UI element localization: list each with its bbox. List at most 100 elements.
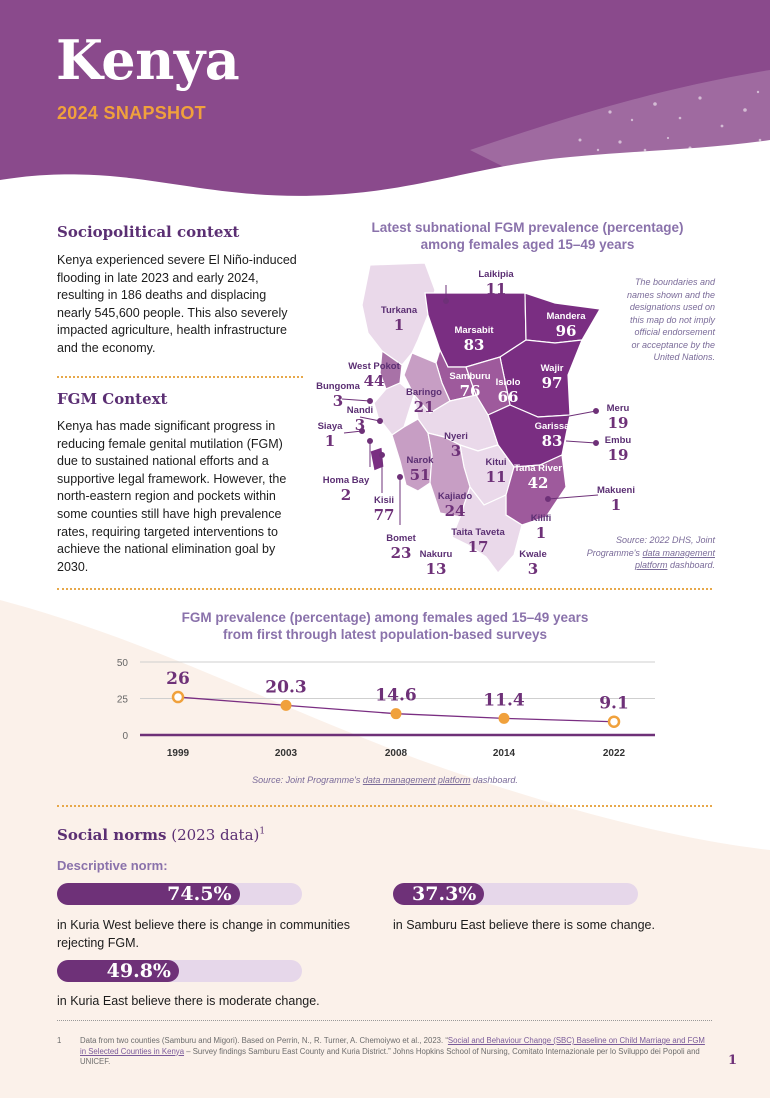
x-tick-label: 2014 — [493, 748, 516, 759]
county-name: Laikipia — [478, 269, 514, 280]
county-name: Baringo — [406, 387, 442, 398]
disclaimer-line: The boundaries and — [634, 277, 715, 287]
county-name: Narok — [406, 455, 434, 466]
county-label: Samburu 76 — [425, 371, 515, 399]
county-value: 23 — [390, 544, 412, 562]
county-name: Bungoma — [316, 381, 360, 392]
fgm-context-body: Kenya has made significant progress in r… — [57, 419, 287, 574]
norm-text-kuria-east: in Kuria East believe there is moderate … — [57, 994, 320, 1008]
county-label: Mandera 96 — [521, 311, 611, 339]
county-label: Tana River 42 — [493, 463, 583, 491]
marker-dot — [593, 408, 599, 414]
county-name: Meru — [606, 403, 630, 414]
sociopolitical-body: Kenya experienced severe El Niño-induced… — [57, 253, 297, 355]
county-name: Nyeri — [444, 431, 468, 442]
county-value: 3 — [527, 560, 539, 578]
map-title: Latest subnational FGM prevalence (perce… — [330, 219, 725, 253]
footnote-text-post: – Survey findings Samburu East County an… — [80, 1046, 700, 1067]
marker-dot — [443, 298, 449, 304]
trend-chart: 50 25 0 26 1999 20.3 2003 14.6 2008 11.4 2014 9.1 20… — [117, 658, 655, 759]
county-name: Homa Bay — [322, 475, 370, 486]
county-name: Mandera — [546, 311, 586, 322]
marker-dot — [545, 496, 551, 502]
county-label: Isiolo 66 — [463, 377, 553, 405]
chart-title: FGM prevalence (percentage) among female… — [100, 609, 670, 643]
header-speckle — [470, 70, 770, 200]
norm-text-kuria-west: in Kuria West believe there is change in… — [57, 918, 350, 950]
page-number: 1 — [728, 1053, 738, 1068]
page-subtitle: 2024 SNAPSHOT — [57, 103, 206, 123]
county-name: Nandi — [346, 405, 374, 416]
chart-title-line1: FGM prevalence (percentage) among female… — [181, 610, 589, 625]
header-band — [0, 0, 770, 196]
norm-bar-fill — [57, 960, 179, 982]
chart-source-link[interactable]: data management platform — [362, 775, 471, 785]
county-value: 42 — [527, 474, 549, 492]
data-label: 11.4 — [483, 690, 525, 710]
marker-dot — [379, 452, 385, 458]
map-disclaimer: The boundaries and names shown and the d… — [600, 276, 715, 364]
county-name: Nakuru — [419, 549, 453, 560]
marker-dot — [593, 440, 599, 446]
county-value: 19 — [607, 446, 629, 464]
marker-dot — [397, 474, 403, 480]
county-label: Kitui 11 — [451, 457, 541, 485]
county-value: 3 — [450, 442, 462, 460]
speckle-dots — [578, 90, 762, 186]
county-name: Bomet — [386, 533, 416, 544]
footnote-link[interactable]: Social and Behaviour Change (SBC) Baseli… — [80, 1036, 705, 1056]
county-name: Tana River — [514, 463, 562, 474]
county-name: Kitui — [485, 457, 507, 468]
norm-bar-fill — [393, 883, 485, 905]
county-value: 44 — [363, 372, 385, 390]
x-tick-label: 2022 — [603, 748, 626, 759]
footnote-number: 1 — [57, 1036, 62, 1045]
map-source: Source: 2022 DHS, Joint Programme's data… — [560, 534, 715, 572]
county-value: 3 — [354, 416, 366, 434]
county-value: 11 — [485, 280, 507, 298]
map-source-link[interactable]: data management — [642, 547, 715, 558]
county-label: Laikipia 11 — [451, 269, 541, 297]
county-name: Embu — [604, 435, 632, 446]
county-value: 1 — [610, 496, 622, 514]
norm-bar-samburu-east: 37.3% — [393, 883, 638, 905]
chart-source: Source: Joint Programme's data managemen… — [100, 775, 670, 785]
region-coast — [451, 485, 523, 574]
county-label: Garissa 83 — [507, 421, 597, 449]
divider — [57, 805, 712, 807]
chart-title-line2: from first through latest population-bas… — [222, 627, 548, 642]
chart-source-prefix: Source: Joint Programme's — [252, 775, 363, 785]
map-source-link-2[interactable]: platform — [634, 560, 668, 570]
social-norms-year: (2023 data) — [166, 826, 260, 844]
disclaimer-line: United Nations. — [653, 352, 715, 362]
county-value: 13 — [425, 560, 447, 578]
divider — [57, 588, 712, 590]
county-label: West Pokot 44 — [329, 361, 419, 389]
disclaimer-line: names shown and the — [626, 289, 715, 300]
data-label: 26 — [166, 669, 190, 689]
county-label: Siaya 1 — [285, 421, 375, 449]
map-title-line2: among females aged 15–49 years — [420, 237, 635, 252]
map-source-mid: Programme's — [586, 547, 643, 558]
data-label: 20.3 — [265, 677, 306, 697]
county-value: 51 — [409, 466, 431, 484]
divider — [57, 376, 303, 378]
disclaimer-line: or acceptance by the — [631, 339, 715, 350]
county-value: 83 — [463, 336, 485, 354]
footnote-text-pre: Data from two counties (Samburu and Migo… — [80, 1036, 448, 1045]
county-value: 2 — [340, 486, 352, 504]
disclaimer-line: official endorsement — [634, 327, 715, 337]
footnote-text: Data from two counties (Samburu and Migo… — [80, 1036, 712, 1068]
y-tick-label: 50 — [117, 658, 129, 669]
map-regions — [361, 262, 601, 574]
county-name: West Pokot — [348, 361, 400, 372]
norm-bar-value: 37.3% — [412, 883, 477, 905]
norm-bar-value: 49.8% — [106, 960, 171, 982]
county-name: Isiolo — [495, 377, 521, 388]
marker-dot — [377, 418, 383, 424]
county-label: Embu 19 — [573, 435, 663, 463]
county-value: 17 — [467, 538, 489, 556]
county-name: Kilifi — [530, 513, 552, 524]
county-label: Kisii 77 — [339, 495, 429, 523]
fgm-context-heading: FGM Context — [57, 390, 168, 408]
